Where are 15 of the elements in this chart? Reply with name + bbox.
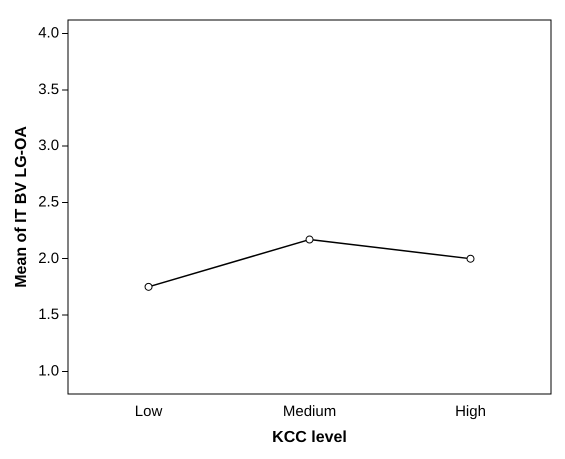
x-tick-label: Medium bbox=[282, 402, 336, 420]
point bbox=[306, 236, 314, 244]
x-axis-title: KCC level bbox=[272, 428, 347, 446]
y-tick-label: 4.0 bbox=[38, 24, 60, 42]
x-tick-label: Low bbox=[134, 402, 162, 420]
y-tick-label: 2.5 bbox=[38, 194, 60, 211]
y-tick-label: 3.5 bbox=[38, 80, 60, 98]
y-axis-title: Mean of IT BV LG-OA bbox=[13, 126, 30, 288]
x-tick-label: High bbox=[455, 402, 486, 420]
point bbox=[466, 254, 475, 263]
point bbox=[144, 282, 153, 291]
y-tick-label: 1.0 bbox=[38, 362, 60, 380]
y-tick-label: 3.0 bbox=[38, 137, 60, 154]
y-tick-label: 2.0 bbox=[38, 250, 60, 267]
y-tick-label: 1.5 bbox=[38, 306, 60, 324]
